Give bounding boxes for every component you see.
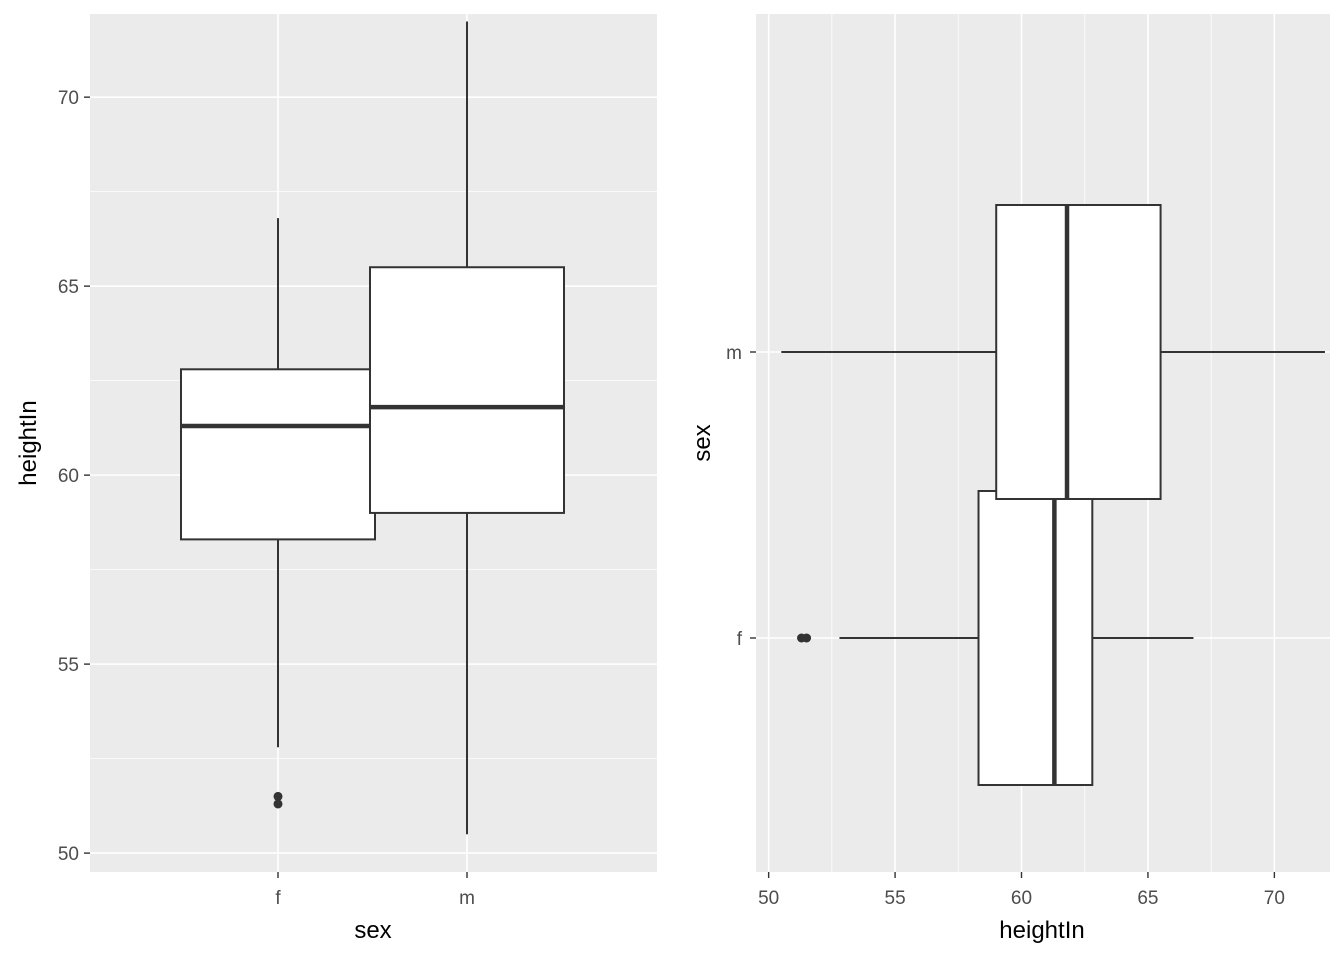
y-tick-label: 70 xyxy=(58,88,79,109)
y-axis: 50 55 60 65 70 xyxy=(58,88,90,865)
boxplots xyxy=(180,21,565,835)
boxplot-f xyxy=(180,218,376,809)
y-axis: fm xyxy=(726,343,756,650)
x-axis-title: heightIn xyxy=(999,917,1084,944)
box-iqr xyxy=(369,266,565,514)
y-tick-label: f xyxy=(737,629,743,650)
outlier-point xyxy=(273,799,283,809)
outlier-point xyxy=(797,633,807,643)
box-iqr xyxy=(995,204,1162,500)
horizontal-boxplot-panel: fm 50 55 60 65 70 heightIn sex xyxy=(689,14,1338,944)
boxplot-m xyxy=(369,21,565,835)
boxplot-f xyxy=(797,490,1194,786)
x-axis: 50 55 60 65 70 xyxy=(758,872,1285,909)
box-iqr xyxy=(180,368,376,541)
x-tick-label: 65 xyxy=(1137,888,1158,909)
box-iqr xyxy=(977,490,1094,786)
x-tick-label: f xyxy=(275,888,281,909)
boxplot-m xyxy=(781,204,1325,500)
y-tick-label: 60 xyxy=(58,466,79,487)
y-axis-title: heightIn xyxy=(15,400,42,485)
x-axis-title: sex xyxy=(354,917,391,944)
x-tick-label: 50 xyxy=(758,888,779,909)
y-tick-label: 55 xyxy=(58,655,79,676)
x-tick-label: 60 xyxy=(1011,888,1032,909)
boxplots xyxy=(781,204,1325,786)
x-tick-label: 70 xyxy=(1264,888,1285,909)
outlier-point xyxy=(273,791,283,801)
y-tick-label: 50 xyxy=(58,844,79,865)
y-tick-label: m xyxy=(726,343,742,364)
x-tick-label: 55 xyxy=(885,888,906,909)
y-axis-title: sex xyxy=(689,424,716,461)
y-tick-label: 65 xyxy=(58,277,79,298)
x-tick-label: m xyxy=(459,888,475,909)
